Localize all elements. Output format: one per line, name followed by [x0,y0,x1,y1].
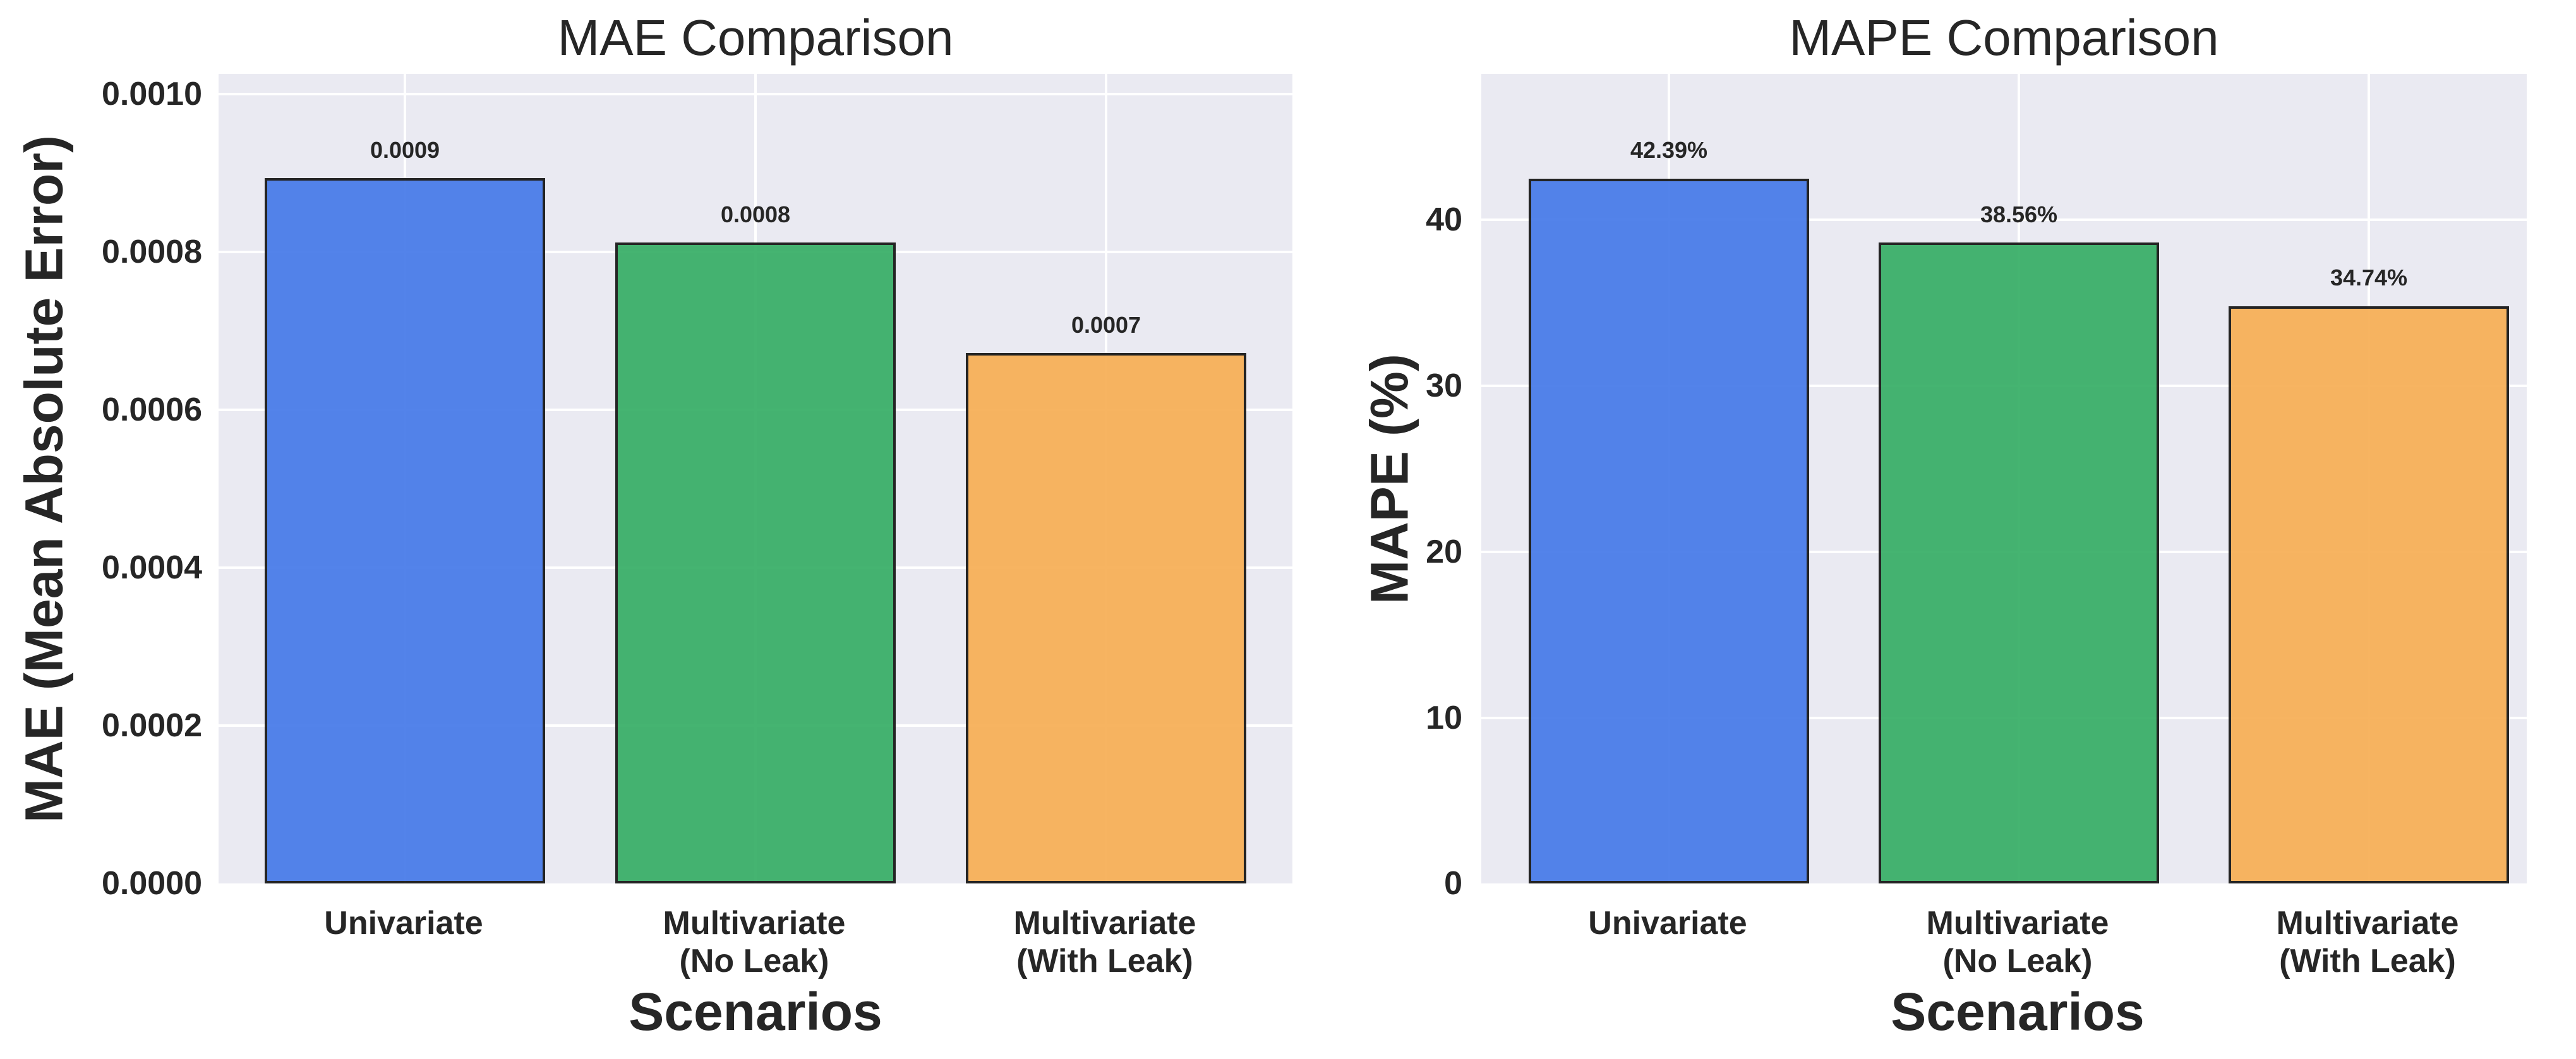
bar-univariate [1529,179,1809,883]
mae-ytick: 0.0010 [101,76,202,112]
mape-xtick: Univariate [1588,905,1747,942]
mae-xtick: Multivariate (No Leak) [663,905,846,979]
mape-ytick: 0 [1444,865,1462,902]
bar-value-label: 38.56% [1980,201,2058,227]
mape-xtick: Multivariate (No Leak) [1926,905,2109,979]
bar-multivariate-with-leak [2229,306,2509,883]
mae-ytick: 0.0002 [101,707,202,744]
mape-x-axis-label: Scenarios [1891,982,2145,1041]
mape-ytick: 20 [1426,534,1462,570]
mape-ytick: 30 [1426,368,1462,404]
bar-multivariate-no-leak [615,242,896,883]
bar-value-label: 34.74% [2330,265,2408,290]
mae-ytick: 0.0008 [101,234,202,270]
bar-value-label: 0.0007 [1071,312,1141,338]
mae-ytick: 0.0004 [101,549,202,586]
mae-chart-title: MAE Comparison [557,9,954,66]
mae-xtick: Univariate [324,905,483,942]
mape-plot-area: 42.39% 38.56% 34.74% [1481,74,2527,883]
mae-y-axis-label: MAE (Mean Absolute Error) [14,135,74,823]
bar-value-label: 42.39% [1630,137,1708,163]
bar-multivariate-with-leak [966,353,1246,883]
bar-univariate [265,178,545,883]
mae-ytick: 0.0006 [101,392,202,428]
gridline [1481,218,2527,221]
mape-xtick: Multivariate (With Leak) [2276,905,2459,979]
bar-multivariate-no-leak [1879,242,2159,883]
mape-chart-panel: MAPE Comparison MAPE (%) 40 30 20 10 0 4… [1314,0,2576,1059]
mae-plot-area: 0.0009 0.0008 0.0007 [219,74,1292,883]
mae-x-axis-label: Scenarios [629,982,882,1041]
bar-value-label: 0.0009 [370,137,440,163]
bar-value-label: 0.0008 [720,201,791,227]
mae-xtick: Multivariate (With Leak) [1013,905,1196,979]
mape-ytick: 10 [1426,700,1462,736]
mape-ytick: 40 [1426,201,1462,238]
mae-chart-panel: MAE Comparison MAE (Mean Absolute Error)… [14,9,1292,1041]
mape-chart-title: MAPE Comparison [1789,9,2219,66]
mae-ytick: 0.0000 [101,865,202,902]
